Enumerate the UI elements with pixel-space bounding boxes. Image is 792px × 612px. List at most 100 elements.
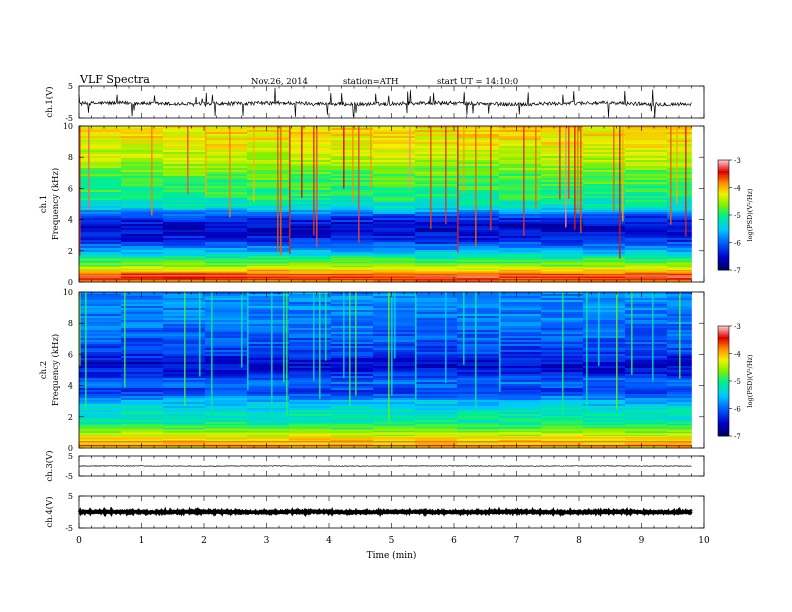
spectrogram-cell xyxy=(373,442,416,445)
spectrogram-cell xyxy=(415,232,458,235)
spectrogram-streak xyxy=(325,292,327,361)
spectrogram-cell xyxy=(247,316,290,319)
spectrogram-cell xyxy=(289,128,332,131)
spectrogram-cell xyxy=(415,368,458,371)
spectrogram-cell xyxy=(121,408,164,411)
spectrogram-cell xyxy=(121,132,164,135)
x-tick-label: 6 xyxy=(451,536,457,546)
spectrogram-cell xyxy=(457,130,500,133)
x-tick-label: 9 xyxy=(639,536,645,546)
spectrogram-cell xyxy=(625,238,668,241)
spectrogram-cell xyxy=(583,228,626,231)
spectrogram-streak xyxy=(631,292,633,375)
spectrogram-cell xyxy=(205,170,248,173)
spectrogram-cell xyxy=(289,296,332,299)
spectrogram-cell xyxy=(289,174,332,177)
spectrogram-cell xyxy=(289,228,332,231)
spectrogram-cell xyxy=(583,396,626,399)
spectrogram-cell xyxy=(667,250,692,253)
spectrogram-cell xyxy=(373,430,416,433)
spectrogram-cell xyxy=(457,220,500,223)
spectrogram-cell xyxy=(667,178,692,181)
spectrogram-cell xyxy=(205,318,248,321)
spectrogram-cell xyxy=(289,352,332,355)
spectrogram-cell xyxy=(541,180,584,183)
spectrogram-cell xyxy=(541,428,584,431)
spectrogram-cell xyxy=(415,416,458,419)
colorbar-segment xyxy=(718,222,729,225)
spectrogram-cell xyxy=(163,186,206,189)
spectrogram-cell xyxy=(541,272,584,275)
spectrogram-cell xyxy=(79,404,122,407)
spectrogram-cell xyxy=(163,216,206,219)
spectrogram-cell xyxy=(667,140,692,143)
spectrogram-cell xyxy=(331,332,374,335)
spectrogram-cell xyxy=(583,230,626,233)
colorbar-segment xyxy=(718,262,729,265)
spectrogram-cell xyxy=(499,392,542,395)
colorbar-segment xyxy=(718,426,729,430)
spectrogram-cell xyxy=(121,276,164,279)
spectrogram-cell xyxy=(247,434,290,437)
spectrogram-cell xyxy=(247,382,290,385)
spectrogram-cell xyxy=(499,188,542,191)
spectrogram-cell xyxy=(205,446,248,449)
spectrogram-cell xyxy=(121,188,164,191)
spectrogram-cell xyxy=(499,160,542,163)
colorbar-segment xyxy=(718,255,729,258)
spectrogram-cell xyxy=(583,162,626,165)
spectrogram-cell xyxy=(247,312,290,315)
spectrogram-cell xyxy=(79,392,122,395)
y-axis-label: Frequency (kHz) xyxy=(50,168,61,240)
spectrogram-cell xyxy=(625,370,668,373)
spectrogram-cell xyxy=(373,428,416,431)
spectrogram-cell xyxy=(331,388,374,391)
spectrogram-cell xyxy=(415,236,458,239)
spectrogram-cell xyxy=(457,260,500,263)
spectrogram-cell xyxy=(541,140,584,143)
spectrogram-cell xyxy=(415,390,458,393)
spectrogram-streak xyxy=(349,292,351,407)
spectrogram-cell xyxy=(457,188,500,191)
spectrogram-cell xyxy=(415,406,458,409)
spectrogram-cell xyxy=(457,406,500,409)
spectrogram-cell xyxy=(121,316,164,319)
spectrogram-cell xyxy=(205,340,248,343)
spectrogram-cell xyxy=(625,404,668,407)
spectrogram-cell xyxy=(541,264,584,267)
spectrogram-cell xyxy=(289,240,332,243)
spectrogram-cell xyxy=(373,378,416,381)
spectrogram-cell xyxy=(457,412,500,415)
spectrogram-cell xyxy=(121,146,164,149)
colorbar-tick-label: -6 xyxy=(734,240,741,248)
spectrogram-cell xyxy=(457,170,500,173)
spectrogram-cell xyxy=(163,212,206,215)
spectrogram-cell xyxy=(289,248,332,251)
spectrogram-cell xyxy=(247,258,290,261)
spectrogram-cell xyxy=(667,414,692,417)
spectrogram-cell xyxy=(457,240,500,243)
spectrogram-cell xyxy=(331,418,374,421)
spectrogram-cell xyxy=(373,176,416,179)
spectrogram-cell xyxy=(457,372,500,375)
spectrogram-cell xyxy=(331,320,374,323)
spectrogram-cell xyxy=(625,170,668,173)
y-tick-label: 0 xyxy=(68,444,73,453)
spectrogram-cell xyxy=(457,360,500,363)
spectrogram-cell xyxy=(457,430,500,433)
spectrogram-cell xyxy=(415,230,458,233)
spectrogram-cell xyxy=(205,140,248,143)
spectrogram-streak xyxy=(409,126,411,190)
spectrogram-cell xyxy=(667,216,692,219)
x-tick-label: 1 xyxy=(139,536,145,546)
spectrogram-cell xyxy=(373,220,416,223)
spectrogram-cell xyxy=(499,242,542,245)
spectrogram-cell xyxy=(625,398,668,401)
spectrogram-cell xyxy=(247,150,290,153)
spectrogram-cell xyxy=(121,192,164,195)
spectrogram-cell xyxy=(79,316,122,319)
spectrogram-cell xyxy=(625,322,668,325)
spectrogram-cell xyxy=(415,376,458,379)
spectrogram-cell xyxy=(289,304,332,307)
spectrogram-cell xyxy=(583,380,626,383)
